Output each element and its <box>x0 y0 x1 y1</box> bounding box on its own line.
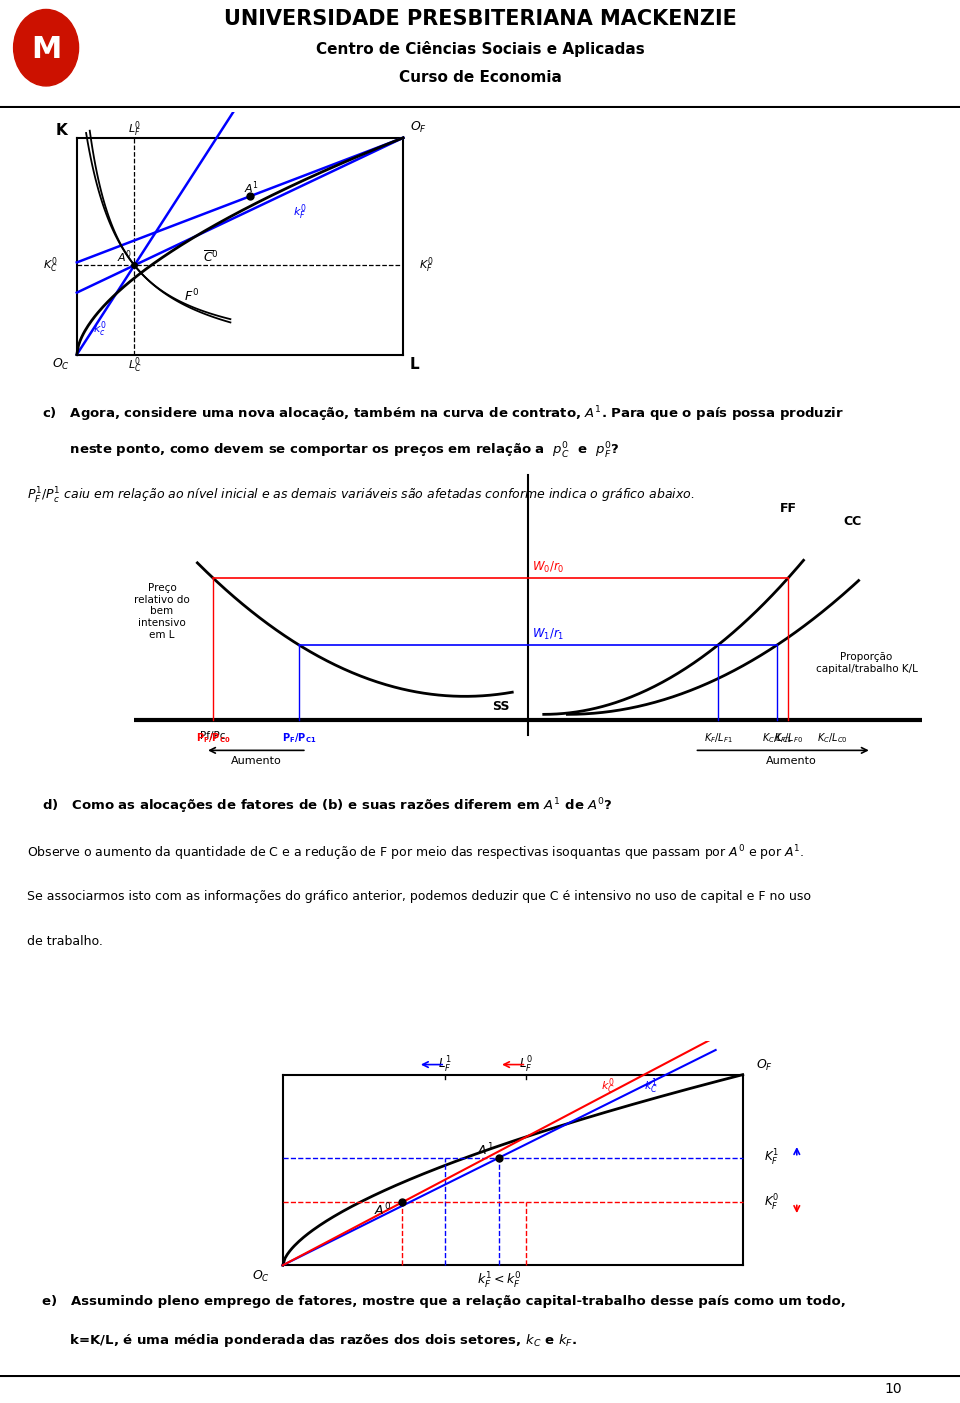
Text: $A^0$: $A^0$ <box>117 248 132 265</box>
Text: $K_F/L_{F1}$: $K_F/L_{F1}$ <box>704 731 732 745</box>
Text: $\mathbf{P_F/P_{C1}}$: $\mathbf{P_F/P_{C1}}$ <box>281 731 316 745</box>
Text: $K_F^1$: $K_F^1$ <box>764 1148 780 1167</box>
Text: SS: SS <box>492 700 510 713</box>
Text: K: K <box>56 122 67 137</box>
Text: $A^0$: $A^0$ <box>374 1202 392 1219</box>
Text: $K^0_C$: $K^0_C$ <box>43 255 58 275</box>
Text: $A^1$: $A^1$ <box>477 1142 494 1157</box>
Text: L: L <box>410 358 420 372</box>
Text: c)   Agora, considere uma nova alocação, também na curva de contrato, $A^1$. Par: c) Agora, considere uma nova alocação, t… <box>42 404 844 424</box>
Text: $k^0_c$: $k^0_c$ <box>93 320 107 340</box>
Text: e)   Assumindo pleno emprego de fatores, mostre que a relação capital-trabalho d: e) Assumindo pleno emprego de fatores, m… <box>42 1295 846 1309</box>
Text: k=K/L, é uma média ponderada das razões dos dois setores, $k_C$ e $k_F$.: k=K/L, é uma média ponderada das razões … <box>42 1331 577 1348</box>
Text: UNIVERSIDADE PRESBITERIANA MACKENZIE: UNIVERSIDADE PRESBITERIANA MACKENZIE <box>224 8 736 29</box>
Text: $W_1/r_1$: $W_1/r_1$ <box>532 627 564 643</box>
Text: FF: FF <box>780 502 797 515</box>
Text: de trabalho.: de trabalho. <box>27 934 103 948</box>
Text: $A^1$: $A^1$ <box>244 180 259 196</box>
Text: $O_F$: $O_F$ <box>410 121 427 135</box>
Text: $K_F/L_{F0}$: $K_F/L_{F0}$ <box>774 731 803 745</box>
Text: $L_F^1$: $L_F^1$ <box>438 1055 452 1075</box>
Text: M: M <box>31 35 61 63</box>
Text: neste ponto, como devem se comportar os preços em relação a  $p_C^0$  e  $p_F^0$: neste ponto, como devem se comportar os … <box>42 441 620 462</box>
Text: Observe o aumento da quantidade de C e a redução de F por meio das respectivas i: Observe o aumento da quantidade de C e a… <box>27 843 804 863</box>
Text: $k_F^1 < k_F^0$: $k_F^1 < k_F^0$ <box>477 1271 521 1291</box>
Text: $O_C$: $O_C$ <box>53 358 70 372</box>
Text: CC: CC <box>843 515 861 528</box>
Text: $L^0_F$: $L^0_F$ <box>128 119 141 139</box>
Text: $L_F^0$: $L_F^0$ <box>519 1055 533 1075</box>
Text: Pf/Pc: Pf/Pc <box>201 731 226 741</box>
Text: 10: 10 <box>884 1382 901 1396</box>
Text: $\mathbf{P_F/P_{C0}}$: $\mathbf{P_F/P_{C0}}$ <box>196 731 230 745</box>
Text: $P_F^1 / P_c^1$ caiu em relação ao nível inicial e as demais variáveis são afeta: $P_F^1 / P_c^1$ caiu em relação ao nível… <box>27 487 694 506</box>
Circle shape <box>13 10 79 86</box>
Text: Aumento: Aumento <box>765 755 816 766</box>
Text: $k_C^0$: $k_C^0$ <box>601 1076 614 1096</box>
Text: $K_C/L_{C0}$: $K_C/L_{C0}$ <box>817 731 848 745</box>
Text: Se associarmos isto com as informações do gráfico anterior, podemos deduzir que : Se associarmos isto com as informações d… <box>27 891 810 904</box>
Text: $W_0/r_0$: $W_0/r_0$ <box>532 560 564 575</box>
Text: Centro de Ciências Sociais e Aplicadas: Centro de Ciências Sociais e Aplicadas <box>316 41 644 58</box>
Text: Preço
relativo do
bem
intensivo
em L: Preço relativo do bem intensivo em L <box>134 584 190 640</box>
Text: $k_C^1$: $k_C^1$ <box>644 1076 658 1096</box>
Text: $L^0_C$: $L^0_C$ <box>128 355 141 375</box>
Text: d)   Como as alocações de fatores de (b) e suas razões diferem em $A^1$ de $A^0$: d) Como as alocações de fatores de (b) e… <box>42 797 612 817</box>
Text: $K_C/L_{C1}$: $K_C/L_{C1}$ <box>762 731 792 745</box>
Text: Curso de Economia: Curso de Economia <box>398 70 562 84</box>
Text: $K_F^0$: $K_F^0$ <box>764 1193 780 1212</box>
Text: Proporção
capital/trabalho K/L: Proporção capital/trabalho K/L <box>816 652 918 673</box>
Text: $O_F$: $O_F$ <box>756 1058 773 1073</box>
Text: $k^0_F$: $k^0_F$ <box>293 202 306 222</box>
Text: $\overline{C}^0$: $\overline{C}^0$ <box>204 250 219 265</box>
Text: $O_C$: $O_C$ <box>252 1268 270 1284</box>
Text: Aumento: Aumento <box>230 755 281 766</box>
Text: $F^0$: $F^0$ <box>184 288 200 304</box>
Text: $K^0_F$: $K^0_F$ <box>419 255 433 275</box>
